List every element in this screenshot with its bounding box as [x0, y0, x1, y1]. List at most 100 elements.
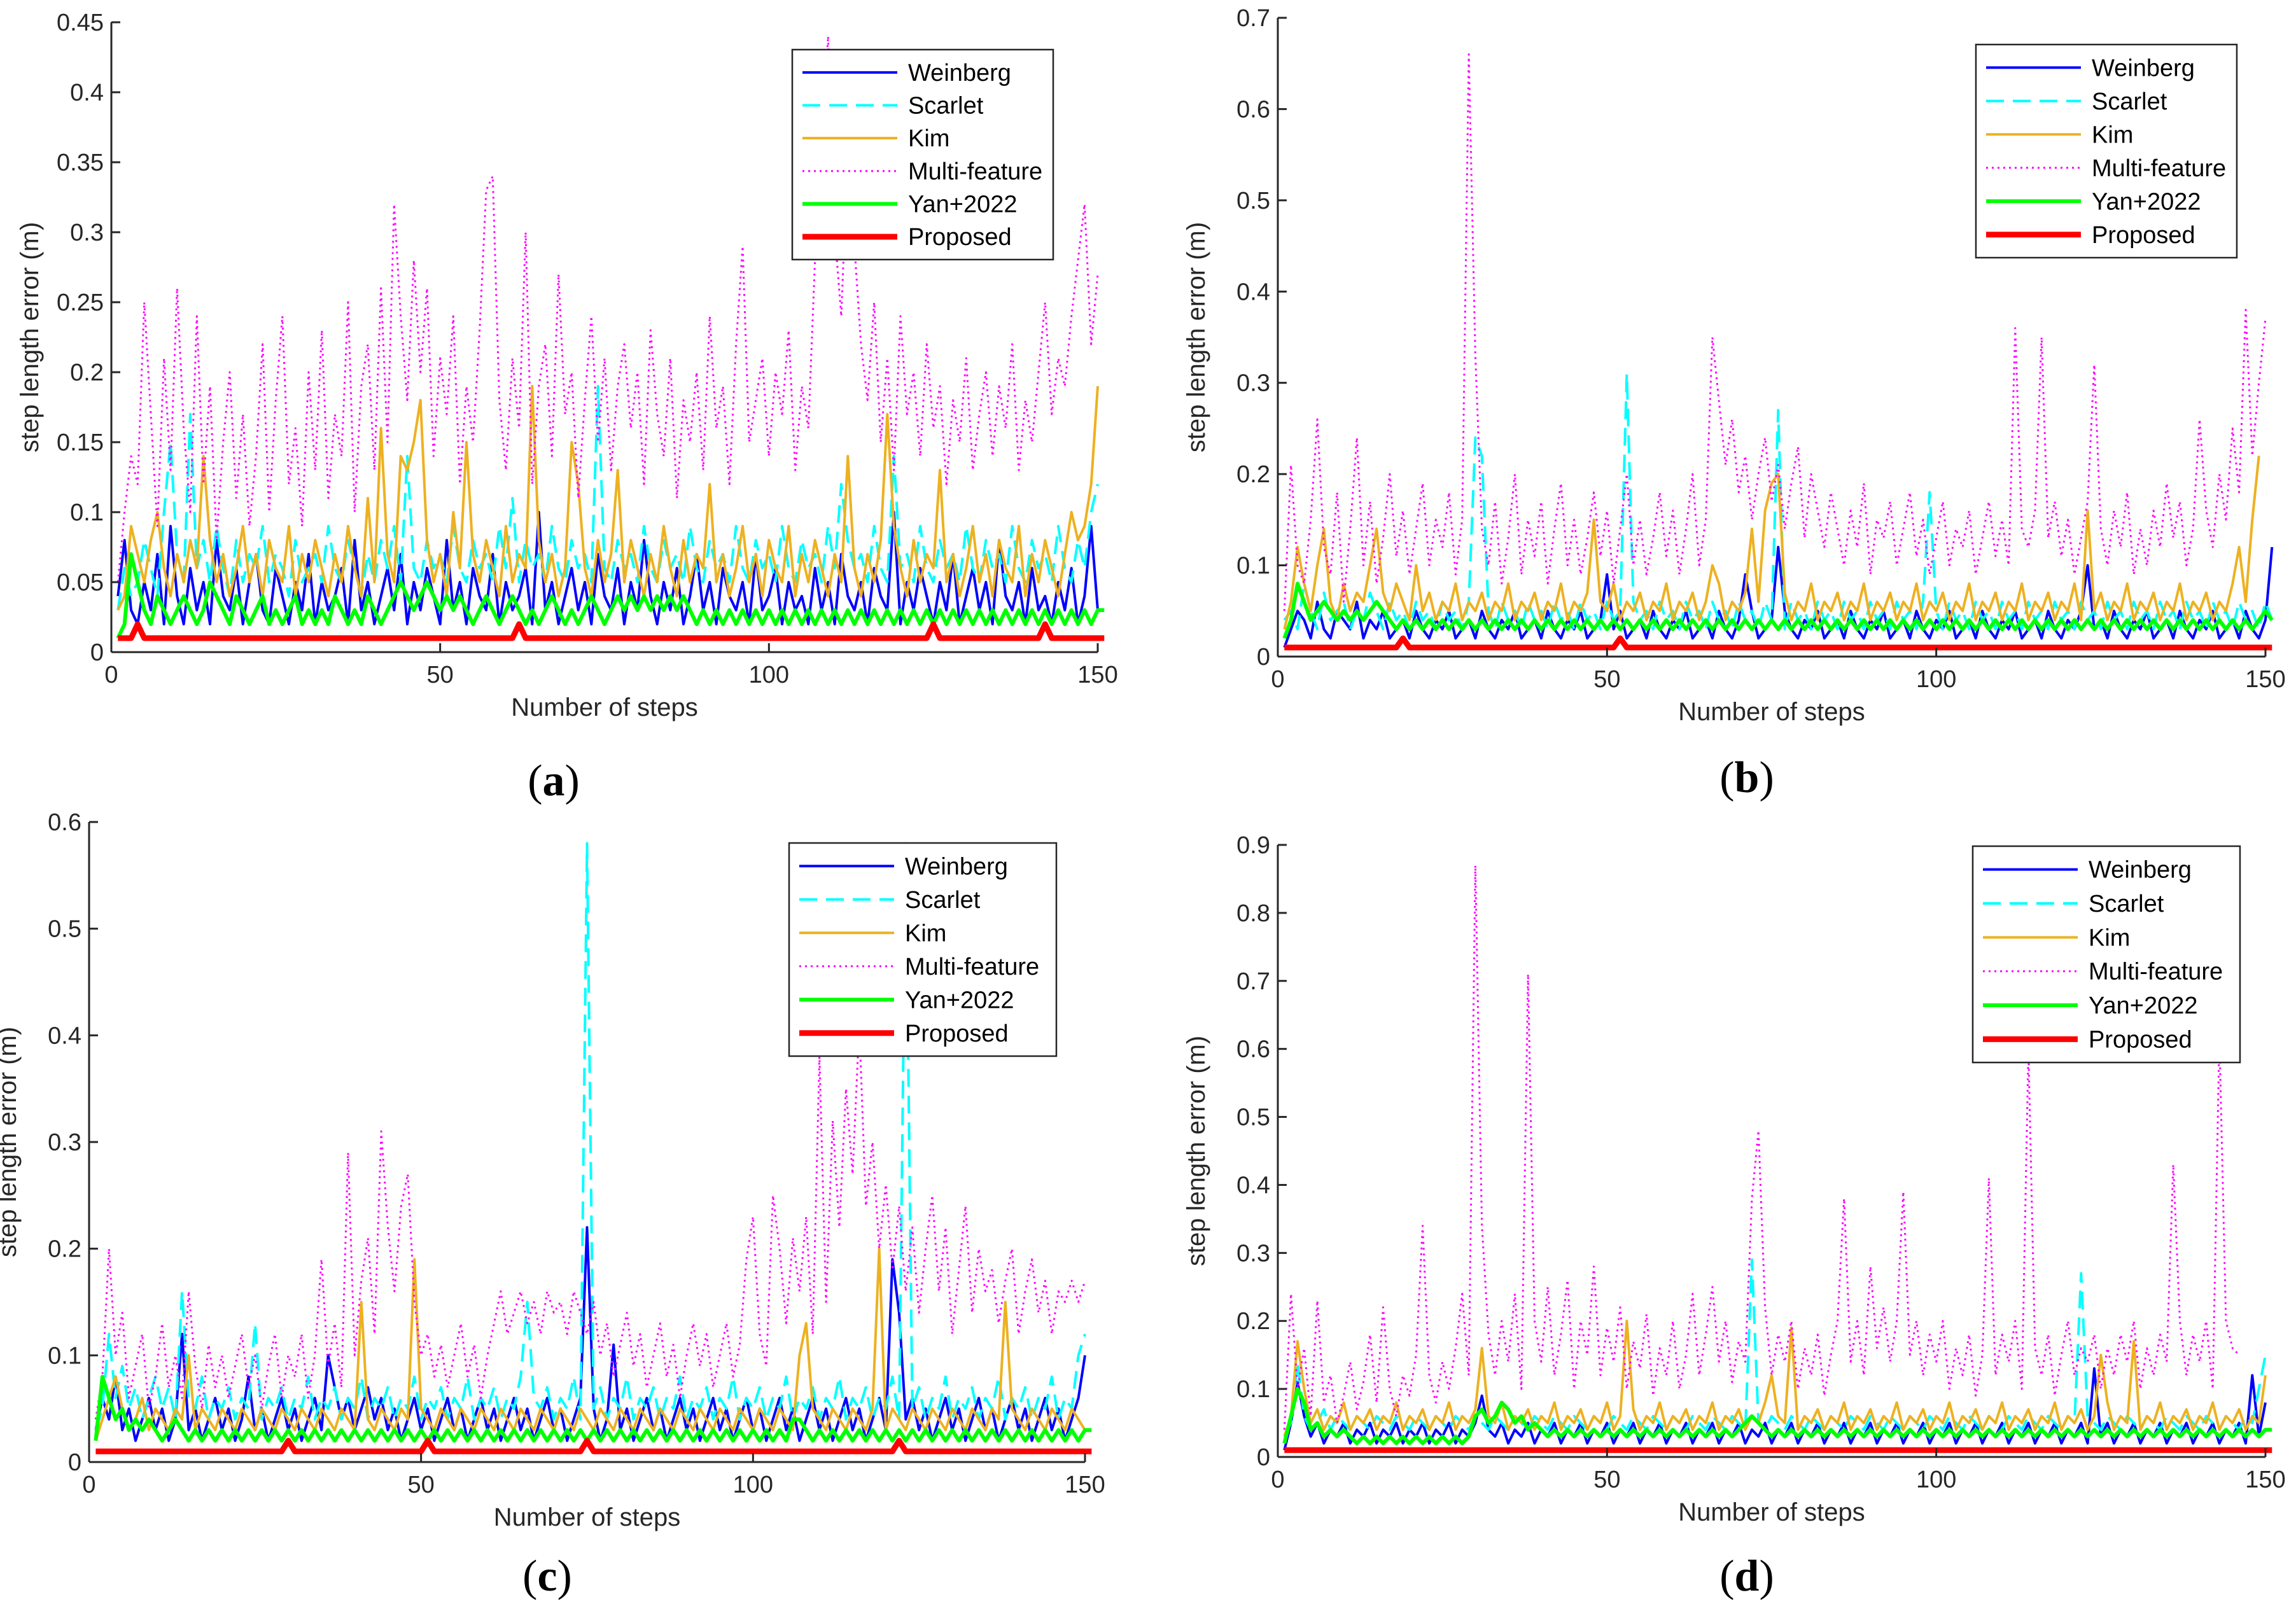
chart-panel-a: 0 50 100 150 0 0.05 0.1 0.15 0.2 0.25 0.3 0.35 0.4 0.…: [16, 10, 1118, 805]
x-tick-label: 100: [1916, 666, 1956, 693]
chart-panel-b: 0 50 100 150 0 0.1 0.2 0.3 0.4 0.5 0.6 0.7 Number of…: [1182, 5, 2286, 802]
y-tick-label: 0.1: [70, 499, 104, 526]
legend-box: [1975, 43, 2238, 259]
series-line-scarlet: [1283, 1258, 2267, 1437]
legend-entry-label: Multi-feature: [2092, 155, 2226, 182]
x-tick-label: 0: [1271, 1466, 1284, 1493]
legend: Weinberg Scarlet Kim Multi-feature Yan+2022 P…: [1971, 845, 2241, 1064]
y-tick-label: 0.3: [48, 1129, 81, 1156]
y-tick-label: 0: [1257, 644, 1270, 671]
panel-caption: (a): [528, 756, 580, 805]
x-axis-label: Number of steps: [511, 693, 697, 721]
series-line-scarlet: [1283, 372, 2274, 630]
series-line-weinberg: [116, 511, 1099, 625]
x-tick-label: 150: [2245, 1466, 2285, 1493]
legend-box: [1971, 845, 2241, 1064]
y-tick-label: 0.7: [1236, 5, 1270, 32]
legend-entry-label: Proposed: [905, 1020, 1009, 1047]
x-tick-label: 0: [82, 1472, 95, 1498]
y-tick-label: 0.6: [1236, 1036, 1270, 1063]
legend-entry-label: Yan+2022: [2089, 993, 2198, 1019]
legend-entry-label: Multi-feature: [2089, 959, 2223, 986]
y-tick-label: 0: [90, 639, 104, 666]
x-axis-label: Number of steps: [494, 1503, 680, 1531]
series-line-multi-feature: [1283, 864, 2240, 1430]
y-tick-label: 0.2: [48, 1236, 81, 1263]
y-tick-label: 0.4: [70, 80, 104, 106]
x-tick-label: 0: [104, 662, 118, 688]
y-tick-label: 0.2: [1236, 461, 1270, 488]
legend-entry-label: Scarlet: [2092, 88, 2167, 115]
x-tick-label: 100: [1916, 1466, 1956, 1493]
legend-entry-label: Weinberg: [908, 60, 1011, 87]
legend-entry-label: Proposed: [2092, 222, 2195, 249]
y-tick-label: 0.15: [57, 429, 104, 456]
legend-entry-label: Kim: [2092, 122, 2133, 148]
legend-entry-label: Yan+2022: [908, 192, 1018, 218]
y-tick-label: 0.4: [48, 1022, 81, 1049]
legend-box: [788, 842, 1058, 1057]
y-tick-label: 0.5: [1236, 188, 1270, 214]
legend: Weinberg Scarlet Kim Multi-feature Yan+2022 P…: [788, 842, 1058, 1057]
x-tick-label: 150: [1077, 662, 1117, 688]
y-tick-label: 0: [68, 1449, 81, 1476]
y-tick-label: 0.4: [1236, 279, 1270, 305]
y-tick-label: 0.2: [1236, 1308, 1270, 1335]
series-line-proposed: [95, 1438, 1092, 1454]
panel-caption: (d): [1719, 1552, 1774, 1601]
series-line-proposed: [118, 621, 1105, 641]
x-tick-label: 50: [427, 662, 454, 688]
series-line-yan-2022: [1282, 1387, 2272, 1445]
panel-caption: (b): [1719, 753, 1774, 802]
series-line-proposed: [1284, 635, 2272, 651]
series-line-kim: [116, 385, 1099, 611]
legend-entry-label: Proposed: [2089, 1026, 2192, 1053]
x-tick-label: 100: [733, 1472, 773, 1498]
legend-entry-label: Weinberg: [2092, 55, 2195, 81]
legend-entry-label: Kim: [905, 920, 946, 947]
legend-entry-label: Scarlet: [908, 93, 984, 120]
x-tick-label: 50: [1593, 666, 1620, 693]
chart-panel-c: 0 50 100 150 0 0.1 0.2 0.3 0.4 0.5 0.6 Number of st…: [0, 809, 1105, 1601]
legend-entry-label: Yan+2022: [905, 987, 1014, 1013]
y-axis-label: step length error (m): [1182, 1036, 1210, 1266]
y-tick-label: 0.3: [1236, 1240, 1270, 1267]
legend-entry-label: Yan+2022: [2092, 188, 2201, 215]
y-axis-label: step length error (m): [1182, 222, 1210, 452]
legend-entry-label: Weinberg: [905, 853, 1008, 880]
legend-box: [791, 48, 1054, 261]
y-tick-label: 0.45: [57, 10, 104, 36]
legend: Weinberg Scarlet Kim Multi-feature Yan+2022 P…: [1975, 43, 2238, 259]
legend-entry-label: Multi-feature: [905, 954, 1039, 980]
y-tick-label: 0.25: [57, 289, 104, 316]
y-tick-label: 0.6: [1236, 96, 1270, 123]
series-line-yan-2022: [1282, 582, 2274, 639]
y-axis-label: step length error (m): [16, 222, 44, 452]
x-tick-label: 50: [408, 1472, 435, 1498]
y-tick-label: 0.05: [57, 569, 104, 596]
series-line-multi-feature: [1283, 53, 2267, 611]
series-line-kim: [1283, 456, 2260, 630]
series-line-yan-2022: [94, 1374, 1092, 1443]
y-tick-label: 0.4: [1236, 1172, 1270, 1199]
x-axis-label: Number of steps: [1678, 698, 1865, 726]
x-axis-label: Number of steps: [1678, 1498, 1865, 1526]
series-line-scarlet: [116, 385, 1099, 611]
y-axis-label: step length error (m): [0, 1027, 22, 1257]
x-tick-label: 150: [2245, 666, 2285, 693]
y-tick-label: 0.2: [70, 359, 104, 386]
panel-caption: (c): [522, 1552, 572, 1601]
legend-entry-label: Kim: [2089, 924, 2130, 951]
y-tick-label: 0.1: [1236, 553, 1270, 580]
legend-entry-label: Multi-feature: [908, 158, 1042, 185]
legend-entry-label: Weinberg: [2089, 857, 2192, 884]
series-line-kim: [1283, 1320, 2267, 1437]
y-tick-label: 0.1: [48, 1342, 81, 1369]
legend-entry-label: Kim: [908, 125, 949, 152]
series-line-kim: [94, 1247, 1086, 1442]
y-tick-label: 0.5: [1236, 1104, 1270, 1131]
y-tick-label: 0.7: [1236, 968, 1270, 995]
y-tick-label: 0.6: [48, 809, 81, 836]
y-tick-label: 0.1: [1236, 1376, 1270, 1403]
